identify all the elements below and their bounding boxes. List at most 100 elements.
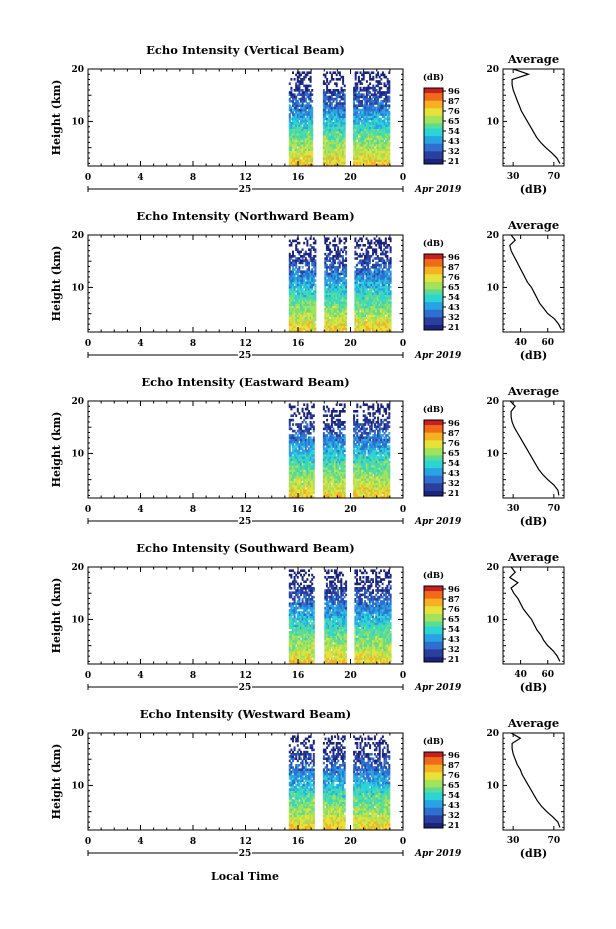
heatmap-cell	[330, 493, 333, 497]
heatmap-cell	[309, 454, 312, 457]
heatmap-cell	[373, 241, 376, 245]
heatmap-cell	[345, 294, 348, 298]
heatmap-cell	[359, 155, 362, 158]
heatmap-cell	[342, 144, 345, 147]
heatmap-cell	[332, 325, 335, 328]
heatmap-cell	[381, 161, 384, 165]
heatmap-cell	[311, 294, 314, 298]
heatmap-cell	[327, 152, 330, 156]
heatmap-cell	[301, 128, 304, 132]
heatmap-cell	[326, 117, 329, 121]
heatmap-cell	[359, 133, 362, 136]
heatmap-cell	[303, 310, 306, 313]
heatmap-cell	[296, 425, 299, 428]
heatmap-cell	[341, 325, 344, 328]
heatmap-cell	[340, 115, 343, 118]
heatmap-cell	[342, 93, 345, 96]
heatmap-cell	[327, 119, 330, 123]
heatmap-cell	[357, 279, 360, 282]
heatmap-cell	[314, 266, 317, 269]
heatmap-cell	[362, 95, 365, 99]
heatmap-cell	[308, 412, 310, 415]
heatmap-cell	[372, 111, 375, 114]
heatmap-cell	[365, 255, 368, 258]
heatmap-cell	[380, 139, 383, 143]
heatmap-cell	[309, 237, 312, 240]
heatmap-cell	[306, 416, 309, 420]
heatmap-cell	[385, 84, 388, 88]
heatmap-cell	[296, 141, 299, 145]
heatmap-cell	[388, 150, 391, 154]
heatmap-cell	[335, 97, 338, 101]
heatmap-cell	[388, 104, 391, 107]
heatmap-cell	[311, 124, 314, 127]
profile-x-tick-label: 70	[548, 172, 561, 182]
heatmap-cell	[362, 303, 365, 306]
heatmap-cell	[356, 133, 359, 136]
heatmap-cell	[386, 292, 389, 295]
heatmap-cell	[308, 288, 310, 291]
heatmap-cell	[334, 126, 337, 129]
heatmap-cell	[332, 465, 335, 468]
heatmap-cell	[362, 285, 365, 289]
heatmap-cell	[334, 141, 337, 145]
heatmap-cell	[361, 95, 364, 99]
heatmap-cell	[300, 451, 302, 455]
heatmap-cell	[290, 152, 293, 156]
heatmap-cell	[327, 139, 330, 143]
heatmap-cell	[330, 480, 333, 483]
heatmap-cell	[292, 130, 294, 134]
profile-y-tick-label: 10	[486, 283, 499, 293]
heatmap-cell	[295, 432, 298, 435]
heatmap-cell	[333, 285, 336, 289]
heatmap-cell	[384, 255, 387, 258]
heatmap-cell	[288, 449, 291, 453]
heatmap-cell	[332, 469, 335, 472]
heatmap-cell	[368, 310, 371, 313]
heatmap-cell	[290, 307, 293, 311]
heatmap-cell	[357, 78, 360, 81]
heatmap-cell	[380, 257, 382, 260]
heatmap-cell	[335, 487, 338, 490]
heatmap-cell	[311, 312, 314, 315]
heatmap-cell	[383, 84, 386, 88]
heatmap-cell	[308, 462, 310, 466]
heatmap-cell	[380, 318, 382, 322]
heatmap-cell	[308, 327, 310, 331]
heatmap-cell	[354, 115, 357, 118]
heatmap-cell	[365, 137, 368, 140]
heatmap-cell	[309, 161, 312, 165]
heatmap-cell	[304, 451, 307, 455]
heatmap-cell	[303, 414, 306, 417]
heatmap-cell	[372, 108, 375, 112]
heatmap-cell	[364, 259, 366, 262]
heatmap-cell	[303, 279, 306, 282]
heatmap-cell	[359, 104, 362, 107]
heatmap-cell	[290, 128, 293, 132]
heatmap-cell	[375, 263, 378, 267]
colorbar-segment	[424, 98, 443, 102]
heatmap-cell	[389, 237, 392, 240]
heatmap-cell	[340, 86, 343, 90]
heatmap-cell	[324, 141, 327, 145]
heatmap-cell	[357, 307, 360, 311]
heatmap-cell	[378, 272, 381, 276]
heatmap-cell	[385, 137, 388, 140]
heatmap-cell	[362, 71, 365, 74]
heatmap-cell	[308, 161, 310, 165]
heatmap-cell	[389, 239, 392, 243]
heatmap-cell	[388, 277, 390, 280]
heatmap-cell	[330, 487, 333, 490]
heatmap-cell	[308, 152, 310, 156]
heatmap-cell	[381, 119, 384, 123]
heatmap-cell	[329, 108, 332, 112]
heatmap-cell	[388, 312, 390, 315]
heatmap-cell	[335, 476, 338, 479]
heatmap-cell	[326, 137, 329, 140]
heatmap-cell	[364, 144, 367, 147]
heatmap-cell	[293, 321, 296, 324]
heatmap-cell	[380, 305, 382, 309]
heatmap-cell	[308, 128, 310, 132]
heatmap-cell	[354, 305, 357, 309]
heatmap-cell	[298, 301, 301, 304]
